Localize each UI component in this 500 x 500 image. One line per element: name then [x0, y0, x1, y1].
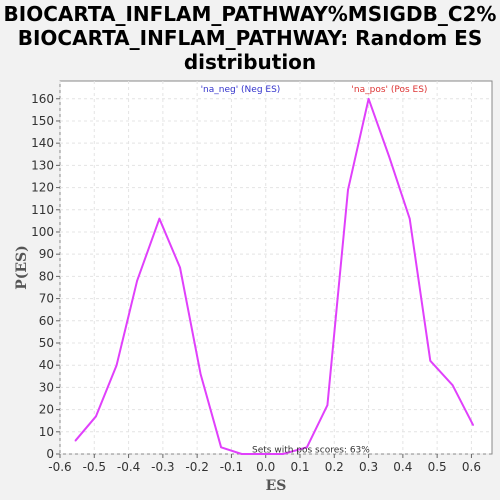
data-point	[136, 280, 138, 282]
annotation-label: Sets with pos scores: 63%	[252, 446, 370, 456]
x-tick-label: -0.2	[185, 460, 208, 474]
y-tick-label: 80	[39, 269, 54, 283]
y-tick-label: 150	[31, 114, 54, 128]
y-axis: 0 10 20 30 40 50 60 70 80 90 100 110 120 130 140 150 160	[31, 92, 60, 461]
data-point	[472, 424, 474, 426]
data-point	[327, 404, 329, 406]
x-tick-label: 0.6	[462, 460, 481, 474]
annotation-label: 'na_neg' (Neg ES)	[201, 85, 281, 95]
data-point	[430, 360, 432, 362]
y-tick-label: 40	[39, 358, 54, 372]
y-tick-label: 120	[31, 181, 54, 195]
data-point	[116, 364, 118, 366]
y-tick-label: 30	[39, 380, 54, 394]
x-tick-label: -0.4	[117, 460, 140, 474]
y-tick-label: 160	[31, 92, 54, 106]
y-tick-label: 140	[31, 136, 54, 150]
y-tick-label: 100	[31, 225, 54, 239]
data-point	[452, 384, 454, 386]
data-point	[347, 189, 349, 191]
data-point	[200, 373, 202, 375]
y-tick-label: 0	[46, 447, 54, 461]
x-tick-label: -0.1	[220, 460, 243, 474]
y-tick-label: 60	[39, 314, 54, 328]
x-tick-label: 0.5	[428, 460, 447, 474]
data-point	[388, 156, 390, 158]
data-point	[409, 218, 411, 220]
data-point	[159, 218, 161, 220]
y-tick-label: 90	[39, 247, 54, 261]
x-tick-label: -0.3	[151, 460, 174, 474]
x-tick-label: -0.5	[83, 460, 106, 474]
y-tick-label: 70	[39, 292, 54, 306]
annotation-label: 'na_pos' (Pos ES)	[351, 85, 427, 95]
y-tick-label: 20	[39, 403, 54, 417]
data-point	[95, 416, 97, 418]
y-axis-label: P(ES)	[14, 245, 30, 290]
x-tick-label: 0.4	[393, 460, 412, 474]
x-tick-label: -0.6	[48, 460, 71, 474]
data-point	[368, 98, 370, 100]
y-tick-label: 50	[39, 336, 54, 350]
plot-area	[60, 81, 492, 454]
x-axis-label: ES	[266, 478, 287, 494]
data-point	[241, 453, 243, 455]
x-tick-label: 0.3	[359, 460, 378, 474]
x-tick-label: 0.0	[256, 460, 275, 474]
y-tick-label: 10	[39, 425, 54, 439]
x-tick-label: 0.1	[290, 460, 309, 474]
data-point	[179, 267, 181, 269]
x-tick-label: 0.2	[325, 460, 344, 474]
data-point	[75, 440, 77, 442]
x-axis: -0.6 -0.5 -0.4 -0.3 -0.2 -0.1 0.0 0.1 0.2 0.3 0.4 0…	[48, 454, 481, 474]
y-tick-label: 130	[31, 158, 54, 172]
y-tick-label: 110	[31, 203, 54, 217]
data-point	[220, 447, 222, 449]
